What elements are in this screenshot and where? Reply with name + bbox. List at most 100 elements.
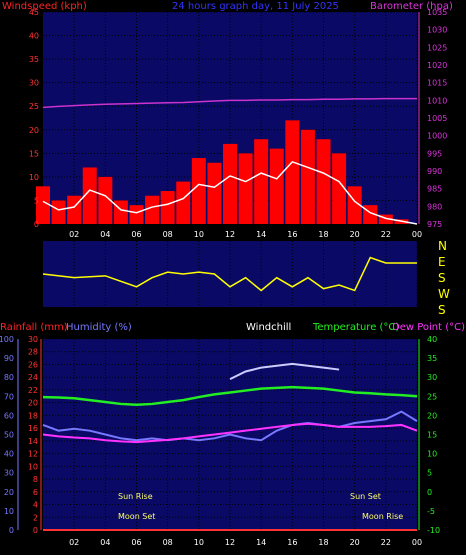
rainfall-axis-title: Rainfall (mm) [0,322,68,333]
x-tick-label: 00 [412,230,422,239]
x-tick-label: 16 [287,538,297,547]
rainfall-tick-label: 26 [28,360,38,369]
windspeed-tick-label: 30 [29,79,39,88]
humidity-tick-label: 40 [4,450,14,459]
rainfall-tick-label: 14 [28,437,38,446]
windspeed-bar [300,129,315,224]
barometer-tick-label: 1015 [427,79,447,88]
x-tick-label: 10 [194,230,204,239]
windspeed-bar [223,143,237,224]
windspeed-tick-label: 5 [34,196,39,205]
average-wind-line [42,160,418,225]
temperature-tick-label: 40 [427,335,437,344]
chart-title: 24 hours graph day, 11 July 2025 [172,1,339,12]
windspeed-bar [145,195,160,224]
compass-label-w: W [438,287,450,301]
barometer-tick-label: 1030 [427,26,447,35]
rainfall-tick-label: 18 [28,411,38,420]
rainfall-tick-label: 12 [28,450,38,459]
temperature-tick-label: 25 [427,392,437,401]
axes: 0510152025303540459759809859909951000100… [0,8,447,547]
humidity-tick-label: 90 [4,354,14,363]
sunrise-label: Sun Rise [118,492,153,501]
humidity-line [42,410,418,442]
sunset-label: Sun Set [350,492,381,501]
x-tick-label: 00 [412,538,422,547]
compass-label-n: N [438,239,447,253]
temperature-tick-label: 10 [427,450,437,459]
rainfall-tick-label: 0 [33,526,38,535]
x-tick-label: 20 [350,538,360,547]
temperature-tick-label: 35 [427,354,437,363]
temperature-tick-label: -10 [427,526,440,535]
windspeed-bar [285,120,300,224]
humidity-tick-label: 70 [4,392,14,401]
barometer-tick-label: 1005 [427,114,447,123]
windspeed-bar [316,139,331,224]
windspeed-tick-label: 15 [29,149,39,158]
windchill-legend: Windchill [246,322,291,333]
barometer-tick-label: 975 [427,220,442,229]
humidity-tick-label: 60 [4,411,14,420]
windspeed-bar [160,191,175,224]
wind-pressure-series [36,97,418,225]
humidity-tick-label: 0 [9,526,14,535]
barometer-tick-label: 985 [427,185,442,194]
rainfall-tick-label: 24 [28,373,38,382]
barometer-tick-label: 990 [427,167,442,176]
wind-direction-series [42,256,417,292]
barometer-tick-label: 1000 [427,132,447,141]
barometer-tick-label: 1010 [427,96,447,105]
x-tick-label: 08 [163,230,173,239]
rainfall-tick-label: 16 [28,424,38,433]
windchill-line [229,362,340,381]
windspeed-tick-label: 20 [29,126,39,135]
rainfall-tick-label: 2 [33,513,38,522]
x-tick-label: 12 [225,230,235,239]
humidity-tick-label: 10 [4,507,14,516]
windspeed-bar [176,181,191,224]
temperature-humidity-series [42,362,418,531]
x-tick-label: 08 [163,538,173,547]
windspeed-bar [254,139,269,224]
x-tick-label: 16 [287,230,297,239]
rainfall-tick-label: 22 [28,386,38,395]
rainfall-tick-label: 30 [28,335,38,344]
temperature-tick-label: 20 [427,411,437,420]
barometer-tick-label: 1020 [427,61,447,70]
x-tick-label: 06 [131,230,141,239]
dew-point-line [42,422,418,444]
humidity-tick-label: 20 [4,488,14,497]
windspeed-tick-label: 10 [29,173,39,182]
windspeed-bar [67,195,82,224]
x-tick-label: 22 [381,538,391,547]
rainfall-tick-label: 6 [33,488,38,497]
x-tick-label: 02 [69,230,79,239]
humidity-tick-label: 100 [0,335,14,344]
barometer-tick-label: 980 [427,202,442,211]
windspeed-bar [207,162,222,224]
temperature-tick-label: 30 [427,373,437,382]
windspeed-tick-label: 45 [29,8,39,17]
windspeed-bar [51,200,66,224]
temperature-tick-label: 15 [427,431,437,440]
barometer-line [42,97,417,109]
windspeed-bar [238,153,253,224]
x-tick-label: 12 [225,538,235,547]
x-tick-label: 02 [69,538,79,547]
windspeed-bar [378,214,393,224]
windspeed-axis-title: Windspeed (kph) [2,1,87,12]
windspeed-bar [82,167,97,224]
x-tick-label: 14 [256,230,266,239]
windspeed-bar [129,205,144,224]
dew-point-legend: Dew Point (°C) [392,322,465,333]
temperature-tick-label: 5 [427,469,432,478]
humidity-tick-label: 30 [4,469,14,478]
x-tick-label: 04 [100,230,110,239]
windspeed-tick-label: 35 [29,55,39,64]
x-tick-label: 04 [100,538,110,547]
windspeed-bar [269,148,284,224]
wind-direction-line [42,256,417,292]
humidity-tick-label: 80 [4,373,14,382]
